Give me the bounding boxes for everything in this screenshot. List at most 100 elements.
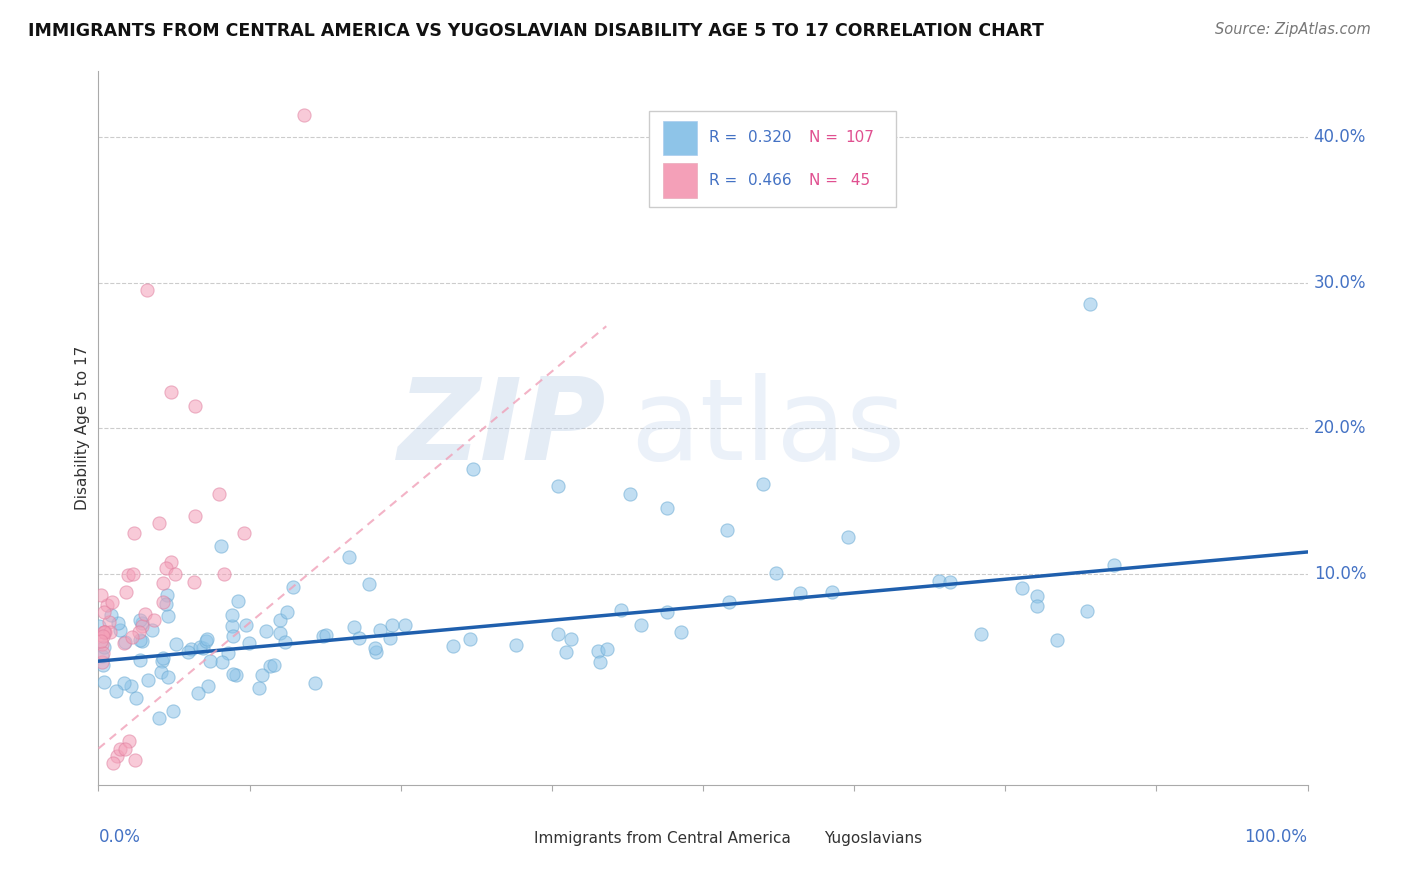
Point [1078, 297, 1101, 311]
Point [232, 526, 254, 541]
Point [820, 585, 842, 599]
Point [292, 108, 315, 122]
Point [221, 607, 243, 622]
Point [131, 615, 153, 630]
Point [283, 580, 305, 594]
Point [463, 462, 485, 476]
Point [124, 753, 146, 767]
Point [378, 631, 401, 645]
Point [188, 640, 211, 655]
Point [93, 674, 115, 689]
Point [222, 629, 245, 643]
Point [91, 657, 114, 672]
Point [108, 741, 131, 756]
Point [235, 618, 257, 632]
Text: Yugoslavians: Yugoslavians [824, 831, 922, 846]
Point [90, 587, 112, 601]
Point [93, 640, 115, 654]
Text: atlas: atlas [630, 373, 905, 483]
Point [142, 614, 165, 628]
Point [315, 628, 337, 642]
Point [112, 635, 135, 649]
Point [148, 711, 170, 725]
Point [100, 625, 122, 640]
Point [129, 633, 152, 648]
Point [610, 603, 633, 617]
Point [752, 476, 775, 491]
Point [269, 613, 291, 627]
Point [159, 555, 181, 569]
Point [394, 617, 416, 632]
Point [250, 668, 273, 682]
Point [273, 634, 295, 648]
Point [122, 526, 145, 541]
Text: 40.0%: 40.0% [1313, 128, 1367, 146]
Point [128, 613, 150, 627]
Point [595, 642, 617, 657]
Point [1046, 632, 1069, 647]
Point [939, 575, 962, 590]
Point [221, 619, 243, 633]
Point [162, 704, 184, 718]
Point [588, 644, 610, 658]
Point [717, 595, 740, 609]
Point [364, 640, 387, 655]
Point [150, 654, 173, 668]
Point [131, 633, 153, 648]
Point [211, 655, 233, 669]
Point [368, 623, 391, 637]
Text: 30.0%: 30.0% [1313, 274, 1367, 292]
Point [89, 618, 111, 632]
Point [165, 637, 187, 651]
Text: R =: R = [709, 173, 742, 188]
Point [343, 620, 366, 634]
Point [214, 566, 236, 581]
Point [1076, 604, 1098, 618]
Point [148, 516, 170, 530]
Point [217, 646, 239, 660]
Point [91, 646, 114, 660]
Point [114, 676, 136, 690]
Point [120, 679, 142, 693]
Point [93, 605, 115, 619]
Text: Immigrants from Central America: Immigrants from Central America [534, 831, 790, 846]
Point [547, 627, 569, 641]
Point [100, 608, 122, 623]
Point [134, 607, 156, 621]
Point [155, 598, 177, 612]
Text: 0.320: 0.320 [748, 130, 792, 145]
Point [136, 673, 159, 688]
Text: 20.0%: 20.0% [1313, 419, 1367, 437]
Point [1102, 558, 1125, 572]
Point [359, 577, 381, 591]
Point [157, 609, 180, 624]
Point [107, 615, 129, 630]
Point [183, 574, 205, 589]
Point [347, 631, 370, 645]
Bar [664, 120, 697, 155]
Point [554, 645, 576, 659]
Point [141, 623, 163, 637]
Point [630, 618, 652, 632]
Point [247, 681, 270, 695]
Point [135, 283, 157, 297]
Text: R =: R = [709, 130, 742, 145]
Point [226, 593, 249, 607]
Point [150, 665, 173, 679]
Point [128, 653, 150, 667]
Text: N =: N = [810, 173, 844, 188]
Point [156, 670, 179, 684]
Point [619, 486, 641, 500]
Point [108, 623, 131, 637]
Y-axis label: Disability Age 5 to 17: Disability Age 5 to 17 [75, 346, 90, 510]
Point [96, 598, 118, 612]
Point [208, 486, 231, 500]
Point [337, 549, 360, 564]
Point [187, 686, 209, 700]
Text: 107: 107 [845, 130, 875, 145]
Point [121, 630, 143, 644]
Point [225, 668, 247, 682]
Point [90, 649, 112, 664]
Point [589, 655, 612, 669]
Point [789, 586, 811, 600]
